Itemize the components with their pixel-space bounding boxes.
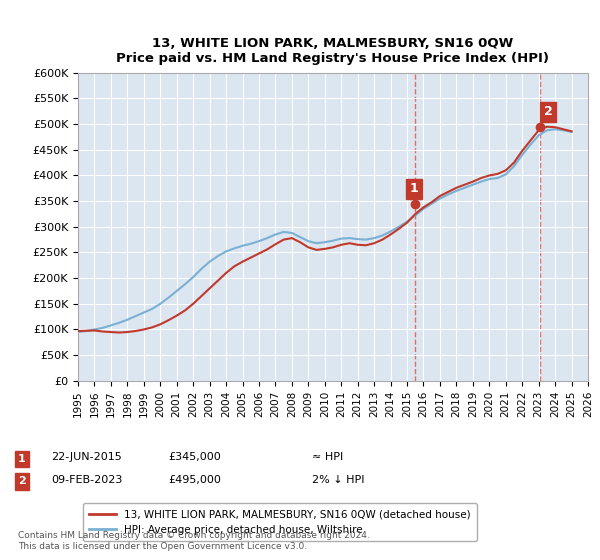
Title: 13, WHITE LION PARK, MALMESBURY, SN16 0QW
Price paid vs. HM Land Registry's Hous: 13, WHITE LION PARK, MALMESBURY, SN16 0Q… — [116, 37, 550, 65]
Text: 2% ↓ HPI: 2% ↓ HPI — [312, 475, 365, 485]
Text: 1: 1 — [410, 183, 419, 195]
Text: 22-JUN-2015: 22-JUN-2015 — [51, 452, 122, 463]
Text: 09-FEB-2023: 09-FEB-2023 — [51, 475, 122, 485]
Legend: 13, WHITE LION PARK, MALMESBURY, SN16 0QW (detached house), HPI: Average price, : 13, WHITE LION PARK, MALMESBURY, SN16 0Q… — [83, 503, 477, 541]
Text: £495,000: £495,000 — [168, 475, 221, 485]
Text: £345,000: £345,000 — [168, 452, 221, 463]
Text: ≈ HPI: ≈ HPI — [312, 452, 343, 463]
Text: Contains HM Land Registry data © Crown copyright and database right 2024.
This d: Contains HM Land Registry data © Crown c… — [18, 531, 370, 551]
Text: 2: 2 — [18, 477, 26, 487]
Text: 2: 2 — [544, 105, 553, 118]
Text: 1: 1 — [18, 454, 26, 464]
